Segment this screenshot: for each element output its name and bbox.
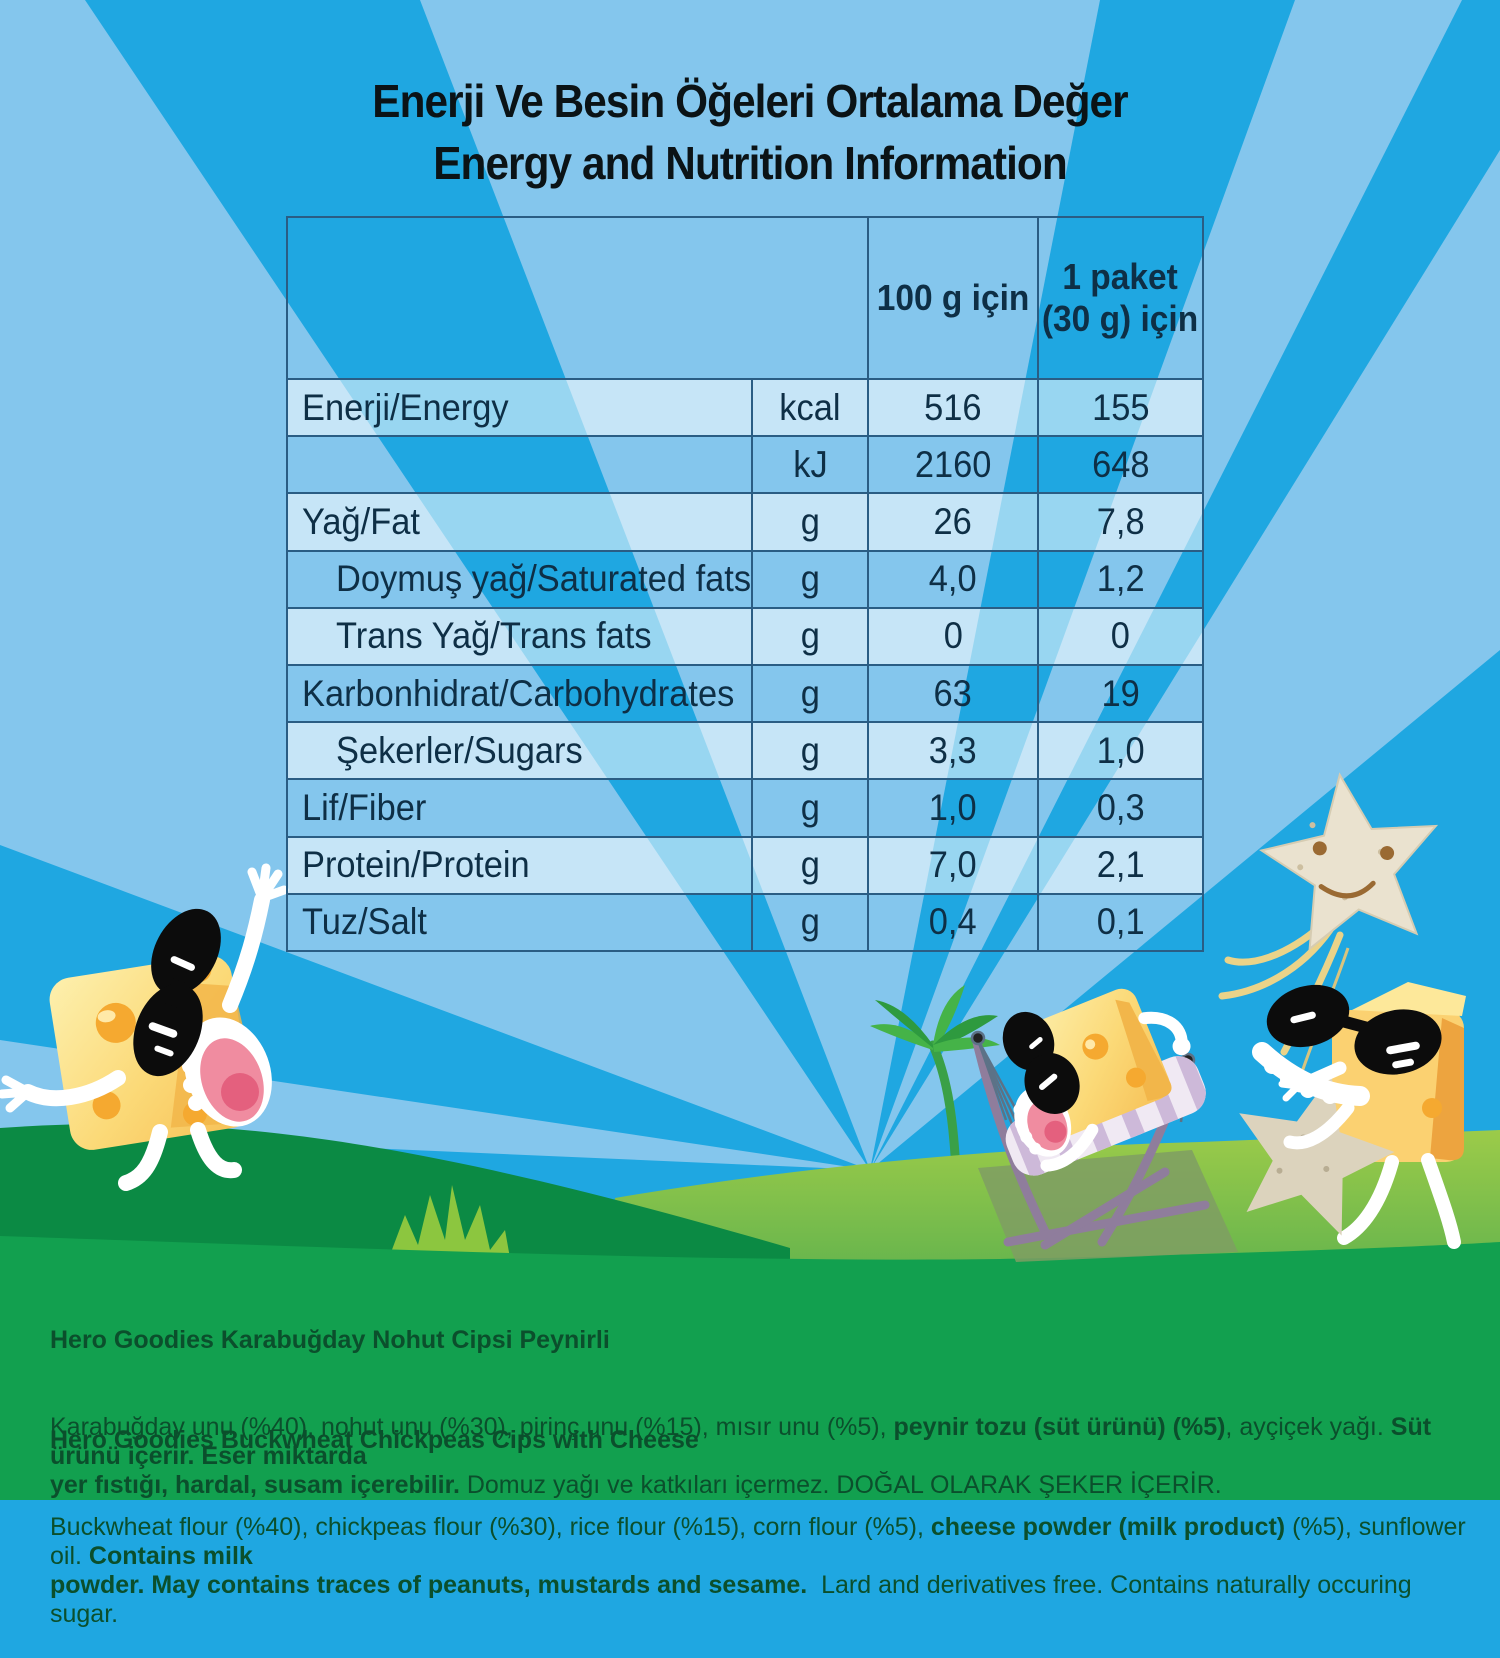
ingredients-turkish: Hero Goodies Karabuğday Nohut Cipsi Peyn… — [50, 1268, 1470, 1529]
cheese-character-dancing — [0, 863, 289, 1191]
row-value-100g: 0,4 — [867, 894, 1037, 950]
table-row: Enerji/Energy kcal 516 155 — [288, 378, 1202, 436]
row-value-pack: 155 — [1037, 380, 1202, 436]
table-row: Trans Yağ/Trans fats g 0 0 — [288, 606, 1202, 664]
ingredients-english: Hero Goodies Buckwheat Chickpeas Cips wi… — [50, 1368, 1470, 1658]
page-title: Enerji Ve Besin Öğeleri Ortalama Değer E… — [60, 70, 1440, 194]
grass-tuft — [390, 1185, 510, 1263]
hand-left — [0, 1075, 33, 1113]
row-value-pack: 1,0 — [1037, 723, 1202, 779]
table-row: Tuz/Salt g 0,4 0,1 — [288, 892, 1202, 950]
row-label: Protein/Protein — [302, 844, 530, 886]
row-label: Doymuş yağ/Saturated fats — [336, 558, 752, 600]
row-value-pack: 2,1 — [1037, 837, 1202, 893]
hand-up — [247, 863, 289, 903]
cheese-character-lounging — [1002, 988, 1191, 1172]
row-value-100g: 26 — [867, 494, 1037, 550]
row-value-100g: 63 — [867, 665, 1037, 722]
cheese-character-kite — [1239, 982, 1466, 1249]
table-row: Doymuş yağ/Saturated fats g 4,0 1,2 — [288, 549, 1202, 607]
ingredients-tr-body: Karabuğday unu (%40), nohut unu (%30), p… — [50, 1413, 1432, 1499]
row-value-100g: 7,0 — [867, 837, 1037, 893]
row-label: Enerji/Energy — [302, 386, 509, 428]
nutrition-table: 100 g için 1 paket (30 g) için Enerji/En… — [286, 216, 1204, 952]
row-label: Tuz/Salt — [302, 901, 427, 943]
row-label — [288, 437, 751, 492]
row-value-pack: 19 — [1037, 665, 1202, 722]
table-row: Lif/Fiber g 1,0 0,3 — [288, 778, 1202, 836]
row-value-100g: 4,0 — [867, 551, 1037, 607]
table-row: Şekerler/Sugars g 3,3 1,0 — [288, 721, 1202, 779]
bottom-band — [0, 1236, 1500, 1500]
row-value-100g: 0 — [867, 608, 1037, 664]
row-unit: g — [751, 894, 867, 950]
header-per-pack: 1 paket (30 g) için — [1037, 218, 1202, 378]
table-body: Enerji/Energy kcal 516 155 kJ 2160 648 Y… — [288, 378, 1202, 950]
row-label: Şekerler/Sugars — [336, 729, 583, 771]
row-value-100g: 516 — [867, 380, 1037, 436]
table-row: Protein/Protein g 7,0 2,1 — [288, 835, 1202, 893]
row-value-pack: 7,8 — [1037, 494, 1202, 550]
sunglasses-icon — [133, 908, 221, 1077]
row-label: Karbonhidrat/Carbohydrates — [302, 672, 735, 714]
row-unit: g — [751, 551, 867, 607]
row-value-100g: 1,0 — [867, 780, 1037, 836]
row-value-pack: 1,2 — [1037, 551, 1202, 607]
row-value-pack: 0 — [1037, 608, 1202, 664]
title-line-tr: Enerji Ve Besin Öğeleri Ortalama Değer — [372, 75, 1128, 127]
header-per-100g: 100 g için — [867, 218, 1037, 378]
row-unit: g — [751, 494, 867, 550]
row-unit: g — [751, 780, 867, 836]
row-label: Lif/Fiber — [302, 786, 427, 828]
row-unit: g — [751, 837, 867, 893]
row-value-100g: 2160 — [867, 437, 1037, 493]
table-row: Karbonhidrat/Carbohydrates g 63 19 — [288, 663, 1202, 722]
row-unit: g — [751, 665, 867, 722]
ingredients-en-heading: Hero Goodies Buckwheat Chickpeas Cips wi… — [50, 1426, 699, 1454]
hand-holding-string — [1278, 1068, 1302, 1102]
title-line-en: Energy and Nutrition Information — [433, 137, 1067, 189]
row-value-pack: 0,1 — [1037, 894, 1202, 950]
palm-tree — [870, 985, 1000, 1160]
table-row: Yağ/Fat g 26 7,8 — [288, 492, 1202, 550]
star-balloon — [1259, 772, 1439, 951]
table-header: 100 g için 1 paket (30 g) için — [288, 218, 1202, 378]
star-balloon-and-cheese — [1218, 772, 1466, 1249]
ingredients-tr-heading: Hero Goodies Karabuğday Nohut Cipsi Peyn… — [50, 1326, 610, 1354]
sunglasses-icon — [1266, 984, 1442, 1075]
row-value-100g: 3,3 — [867, 723, 1037, 779]
row-unit: g — [751, 723, 867, 779]
row-value-pack: 0,3 — [1037, 780, 1202, 836]
row-value-pack: 648 — [1037, 437, 1202, 493]
row-label: Yağ/Fat — [302, 500, 420, 542]
table-row: kJ 2160 648 — [288, 435, 1202, 493]
row-unit: kJ — [751, 437, 867, 493]
row-label: Trans Yağ/Trans fats — [336, 615, 652, 657]
ingredients-en-body: Buckwheat flour (%40), chickpeas flour (… — [50, 1513, 1473, 1628]
row-unit: kcal — [751, 380, 867, 436]
row-unit: g — [751, 608, 867, 664]
sunglasses-icon — [1002, 1011, 1080, 1114]
header-blank-cell — [288, 218, 867, 378]
